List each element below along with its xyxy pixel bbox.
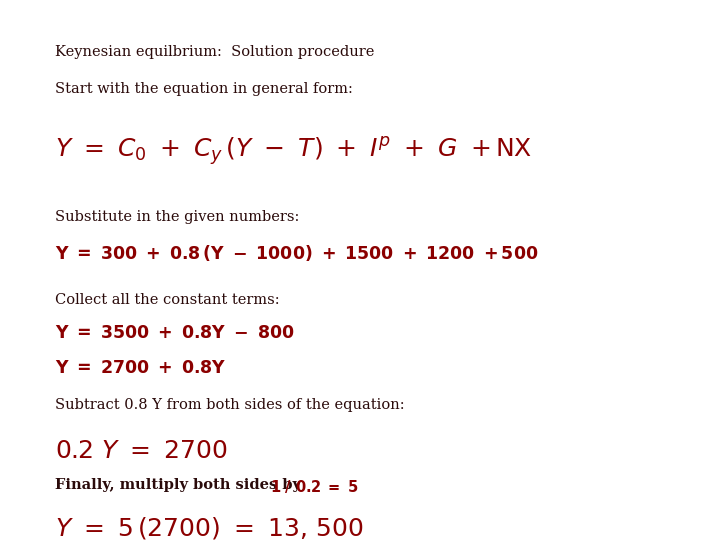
Text: Keynesian equilbrium:  Solution procedure: Keynesian equilbrium: Solution procedure [55, 45, 374, 59]
Text: Subtract 0.8 Y from both sides of the equation:: Subtract 0.8 Y from both sides of the eq… [55, 398, 405, 412]
Text: $\mathbf{Y\ =\ 300\ +\ 0.8\,(Y\ -\ 1000)\ +\ 1500\ +\ 1200\ +500}$: $\mathbf{Y\ =\ 300\ +\ 0.8\,(Y\ -\ 1000)… [55, 243, 538, 263]
Text: $Y\ =\ C_0\ +\ C_y\,(Y\ -\ T)\ +\ I^p\ +\ G\ +\mathrm{NX}$: $Y\ =\ C_0\ +\ C_y\,(Y\ -\ T)\ +\ I^p\ +… [55, 135, 532, 168]
Text: $\mathbf{1\ /\ 0.2\ =\ 5}$: $\mathbf{1\ /\ 0.2\ =\ 5}$ [270, 478, 359, 495]
Text: Substitute in the given numbers:: Substitute in the given numbers: [55, 210, 299, 224]
Text: $\mathbf{Y\ =\ 2700\ +\ 0.8Y}$: $\mathbf{Y\ =\ 2700\ +\ 0.8Y}$ [55, 360, 226, 377]
Text: $Y\ =\ 5\,(2700)\ =\ 13,\,500$: $Y\ =\ 5\,(2700)\ =\ 13,\,500$ [55, 515, 364, 540]
Text: Finally, multiply both sides by: Finally, multiply both sides by [55, 478, 301, 492]
Text: Start with the equation in general form:: Start with the equation in general form: [55, 82, 353, 96]
Text: Collect all the constant terms:: Collect all the constant terms: [55, 293, 279, 307]
Text: $\mathbf{Y\ =\ 3500\ +\ 0.8Y\ -\ 800}$: $\mathbf{Y\ =\ 3500\ +\ 0.8Y\ -\ 800}$ [55, 325, 294, 342]
Text: $0.2\ Y\ =\ 2700$: $0.2\ Y\ =\ 2700$ [55, 440, 228, 463]
